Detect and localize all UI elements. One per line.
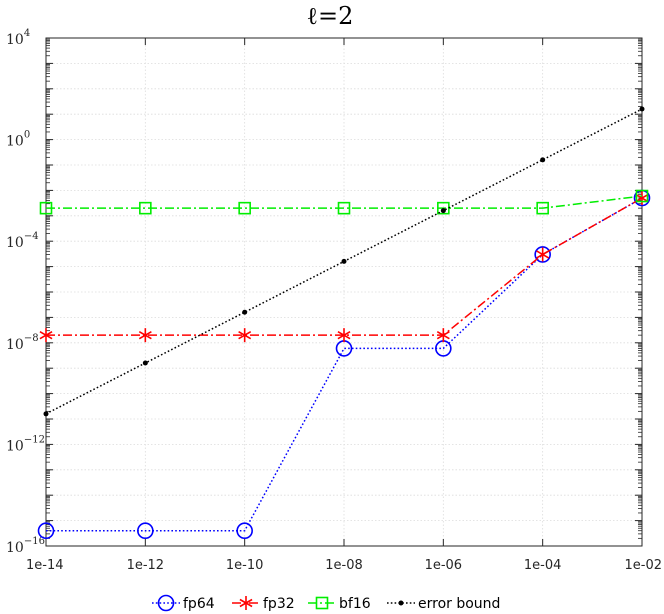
legend-marker-fp32 xyxy=(239,596,253,610)
y-tick-label: 10−8 xyxy=(6,333,39,353)
data-point-bf16 xyxy=(139,201,152,215)
data-point-fp32 xyxy=(436,328,450,343)
y-tick-exponent: −8 xyxy=(24,333,39,344)
data-point-fp32 xyxy=(337,328,351,343)
data-point-error-bound xyxy=(242,309,248,315)
y-tick-label: 100 xyxy=(6,130,30,150)
x-tick-label: 1e-10 xyxy=(226,558,264,573)
data-point-fp64 xyxy=(236,522,253,540)
x-tick-label: 1e-02 xyxy=(624,558,662,573)
data-point-fp32-stroke xyxy=(238,330,252,340)
x-tick-label: 1e-12 xyxy=(127,558,165,573)
y-tick-exponent: 4 xyxy=(24,28,30,39)
y-tick-mantissa: 10 xyxy=(6,32,24,48)
series-error-bound xyxy=(43,106,645,417)
x-axis: 1e-14 1e-12 1e-10 1e-08 1e-06 1e-04 1e-02 xyxy=(26,558,662,573)
data-point-bf16 xyxy=(337,201,351,215)
chart-title: ℓ=2 xyxy=(307,2,354,30)
data-point-fp32 xyxy=(39,328,53,343)
grid xyxy=(46,38,642,546)
y-tick-exponent: −16 xyxy=(24,536,45,547)
legend-entry-error-bound: error bound xyxy=(387,596,500,612)
legend-marker-fp32-stroke xyxy=(239,598,253,608)
y-tick-mantissa: 10 xyxy=(6,337,24,353)
legend-label-fp32: fp32 xyxy=(263,596,295,612)
series-fp32 xyxy=(39,191,649,343)
data-point-error-bound xyxy=(639,106,645,112)
data-point-fp32-stroke xyxy=(436,330,450,340)
data-point-fp64 xyxy=(37,522,55,540)
y-tick-mantissa: 10 xyxy=(6,438,24,454)
x-tick-label: 1e-14 xyxy=(26,558,64,573)
data-point-fp32 xyxy=(536,247,550,262)
data-point-error-bound xyxy=(43,411,49,417)
y-tick-label: 10−16 xyxy=(6,536,45,556)
legend-label-fp64: fp64 xyxy=(183,596,215,612)
legend-entry-fp32: fp32 xyxy=(232,596,295,612)
legend-label-bf16: bf16 xyxy=(339,596,371,612)
data-point-bf16 xyxy=(635,189,649,203)
x-tick-label: 1e-06 xyxy=(425,558,463,573)
data-point-error-bound xyxy=(540,157,546,163)
y-tick-label: 10−12 xyxy=(6,434,45,454)
data-point-fp64 xyxy=(534,246,551,263)
legend-label-error-bound: error bound xyxy=(418,596,500,612)
y-tick-label: 10−4 xyxy=(6,231,39,251)
data-point-bf16 xyxy=(39,201,53,215)
legend-marker-error-bound xyxy=(398,600,404,606)
y-tick-mantissa: 10 xyxy=(6,540,24,556)
data-point-fp32-stroke xyxy=(536,250,550,259)
series-line-bf16 xyxy=(46,195,643,209)
series-layer xyxy=(37,106,651,540)
legend-marker-fp64 xyxy=(157,594,175,612)
axis-ticks xyxy=(45,37,643,547)
data-point-error-bound xyxy=(341,258,347,264)
series-bf16 xyxy=(39,189,649,215)
y-tick-label: 104 xyxy=(6,28,30,48)
data-point-fp32-stroke xyxy=(138,330,152,340)
data-point-fp32-stroke xyxy=(635,193,649,203)
data-point-bf16 xyxy=(536,201,549,215)
data-point-fp32 xyxy=(238,328,252,343)
legend-entry-fp64: fp64 xyxy=(152,594,215,612)
y-tick-mantissa: 10 xyxy=(6,134,24,150)
data-point-fp32-stroke xyxy=(337,330,351,340)
data-point-error-bound xyxy=(440,208,446,214)
data-point-fp32-stroke xyxy=(39,330,53,340)
legend-entry-bf16: bf16 xyxy=(308,596,371,612)
legend-marker-bf16 xyxy=(315,596,329,610)
x-tick-label: 1e-08 xyxy=(325,558,363,573)
data-point-fp32 xyxy=(635,191,649,206)
y-tick-mantissa: 10 xyxy=(6,235,24,251)
legend: fp64 fp32 bf16 error bound xyxy=(152,594,500,612)
y-tick-exponent: 0 xyxy=(24,130,30,141)
x-tick-label: 1e-04 xyxy=(524,558,562,573)
data-point-fp32 xyxy=(138,328,152,343)
y-tick-exponent: −12 xyxy=(24,434,45,445)
data-point-bf16 xyxy=(238,201,251,215)
data-point-fp64 xyxy=(137,522,154,540)
data-point-error-bound xyxy=(142,360,148,366)
y-tick-exponent: −4 xyxy=(24,231,39,242)
